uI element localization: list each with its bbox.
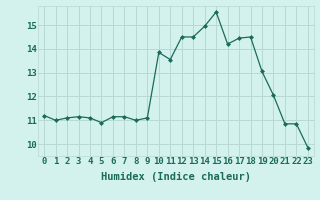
X-axis label: Humidex (Indice chaleur): Humidex (Indice chaleur) [101, 172, 251, 182]
